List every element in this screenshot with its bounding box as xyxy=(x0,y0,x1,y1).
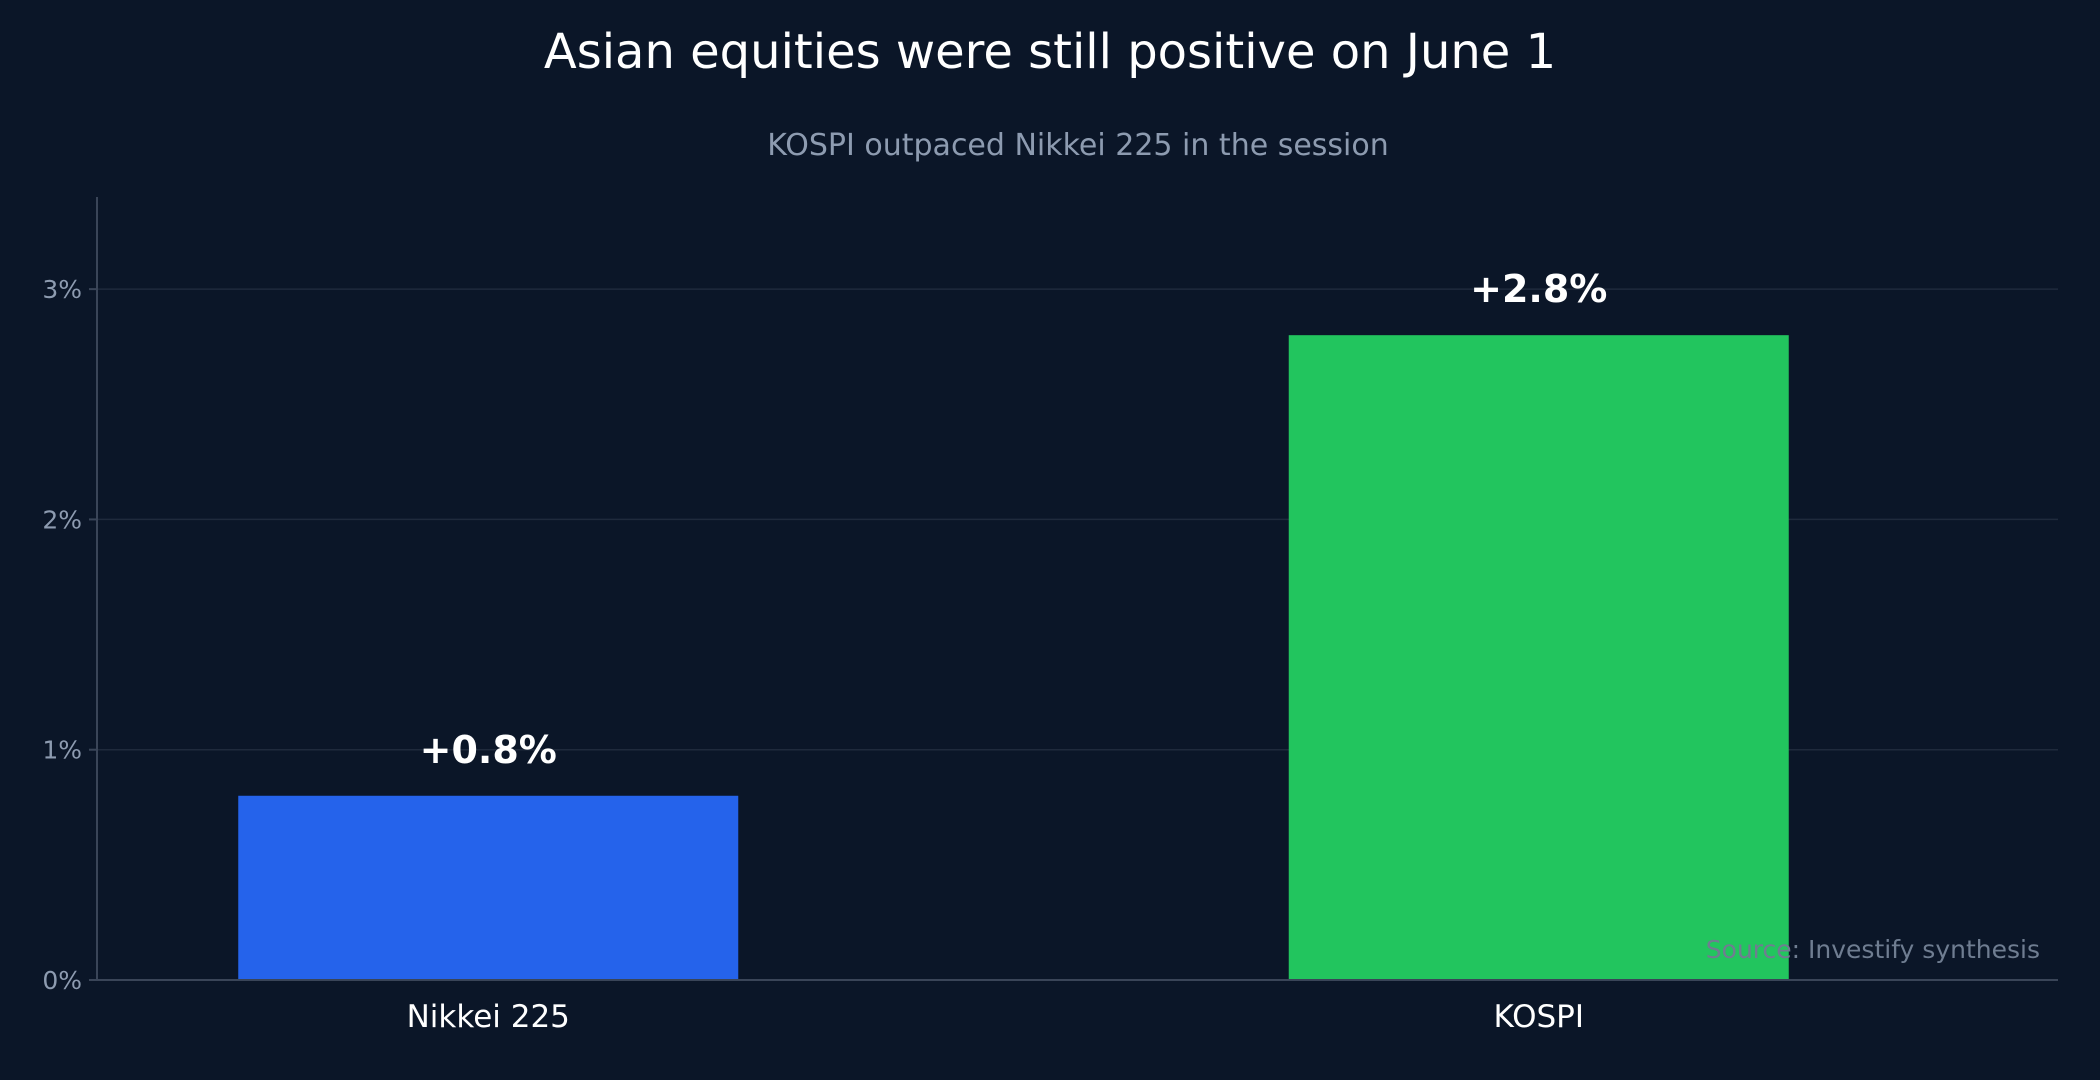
data-label: +0.8% xyxy=(420,728,557,772)
chart-subtitle: KOSPI outpaced Nikkei 225 in the session xyxy=(767,128,1389,163)
bar xyxy=(238,795,739,980)
source-note: Source: Investify synthesis xyxy=(1705,935,2040,964)
chart-title: Asian equities were still positive on Ju… xyxy=(543,24,1557,80)
y-tick-label: 0% xyxy=(42,966,82,995)
bar xyxy=(1288,335,1789,980)
y-tick-label: 3% xyxy=(42,275,82,304)
data-label: +2.8% xyxy=(1470,267,1607,311)
axes xyxy=(96,197,2058,981)
y-tick-label: 1% xyxy=(42,736,82,765)
y-tick-label: 2% xyxy=(42,505,82,534)
bars xyxy=(238,335,1789,980)
x-category-label: KOSPI xyxy=(1493,999,1584,1035)
labels: 0% 1% 2% 3% +0.8% Nikkei 225 +2.8% KOSPI xyxy=(42,267,1607,1035)
x-category-label: Nikkei 225 xyxy=(407,999,570,1035)
